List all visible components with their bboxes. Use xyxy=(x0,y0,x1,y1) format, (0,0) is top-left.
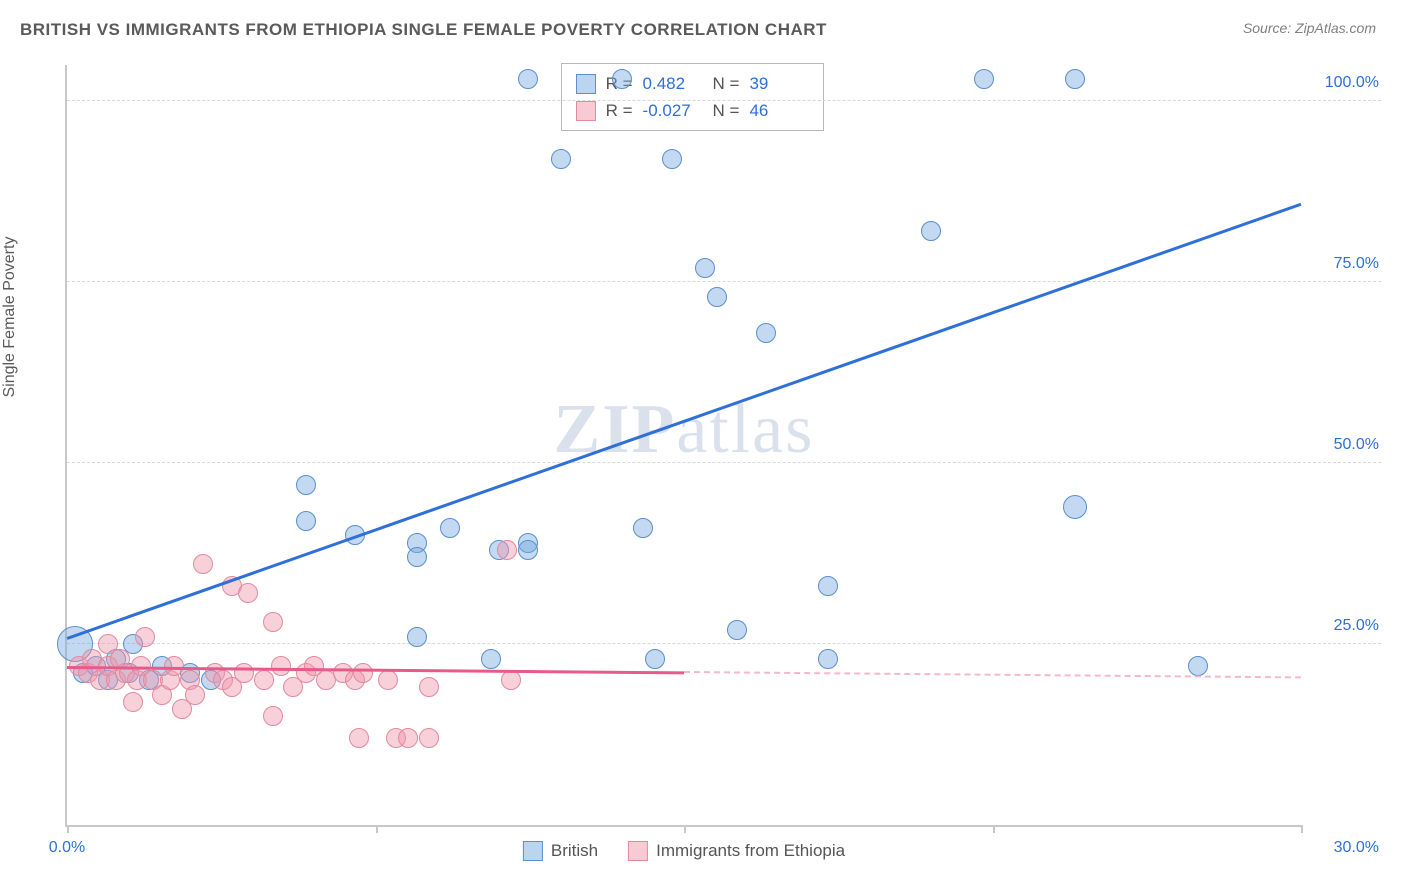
data-point xyxy=(921,221,941,241)
legend-swatch xyxy=(628,841,648,861)
chart-container: Single Female Poverty ZIPatlas R =0.482N… xyxy=(20,55,1386,882)
plot-area: ZIPatlas R =0.482N =39R =-0.027N =46 Bri… xyxy=(65,65,1301,827)
data-point xyxy=(974,69,994,89)
x-tick-mark xyxy=(684,825,686,833)
data-point xyxy=(349,728,369,748)
data-point xyxy=(419,728,439,748)
data-point xyxy=(398,728,418,748)
data-point xyxy=(497,540,517,560)
data-point xyxy=(123,692,143,712)
data-point xyxy=(263,612,283,632)
data-point xyxy=(518,69,538,89)
data-point xyxy=(662,149,682,169)
data-point xyxy=(407,547,427,567)
data-point xyxy=(254,670,274,690)
data-point xyxy=(263,706,283,726)
gridline xyxy=(67,100,1381,101)
watermark: ZIPatlas xyxy=(554,390,815,470)
data-point xyxy=(501,670,521,690)
stats-legend-box: R = 0.482 N = 39R = -0.027 N = 46 xyxy=(561,63,825,131)
stat-row: R = -0.027 N = 46 xyxy=(576,97,810,124)
data-point xyxy=(707,287,727,307)
y-axis-label: Single Female Poverty xyxy=(1,236,19,397)
data-point xyxy=(1065,69,1085,89)
legend-item: Immigrants from Ethiopia xyxy=(628,841,845,861)
data-point xyxy=(234,663,254,683)
data-point xyxy=(551,149,571,169)
data-point xyxy=(481,649,501,669)
legend-label: Immigrants from Ethiopia xyxy=(656,841,845,861)
data-point xyxy=(756,323,776,343)
data-point xyxy=(296,511,316,531)
y-tick-label: 100.0% xyxy=(1325,74,1379,92)
data-point xyxy=(518,540,538,560)
data-point xyxy=(378,670,398,690)
data-point xyxy=(296,475,316,495)
x-tick-mark xyxy=(1301,825,1303,833)
data-point xyxy=(185,685,205,705)
data-point xyxy=(440,518,460,538)
gridline xyxy=(67,643,1381,644)
y-tick-label: 75.0% xyxy=(1334,255,1379,273)
data-point xyxy=(1063,495,1087,519)
data-point xyxy=(271,656,291,676)
data-point xyxy=(164,656,184,676)
data-point xyxy=(419,677,439,697)
legend-item: British xyxy=(523,841,598,861)
x-tick-mark xyxy=(67,825,69,833)
chart-title: BRITISH VS IMMIGRANTS FROM ETHIOPIA SING… xyxy=(20,20,827,40)
x-tick-label: 30.0% xyxy=(1334,839,1379,857)
data-point xyxy=(695,258,715,278)
stat-r-value: 0.482 xyxy=(643,70,703,97)
data-point xyxy=(633,518,653,538)
stat-n-label: N = xyxy=(713,97,740,124)
data-point xyxy=(135,627,155,647)
legend-swatch xyxy=(576,101,596,121)
stat-n-value: 46 xyxy=(749,97,809,124)
data-point xyxy=(353,663,373,683)
regression-line xyxy=(684,671,1301,678)
stat-r-label: R = xyxy=(606,97,633,124)
y-tick-label: 25.0% xyxy=(1334,617,1379,635)
data-point xyxy=(1188,656,1208,676)
source-label: Source: ZipAtlas.com xyxy=(1243,20,1376,36)
stat-n-label: N = xyxy=(713,70,740,97)
stat-r-value: -0.027 xyxy=(643,97,703,124)
stat-row: R =0.482N =39 xyxy=(576,70,810,97)
legend-label: British xyxy=(551,841,598,861)
data-point xyxy=(407,627,427,647)
data-point xyxy=(645,649,665,669)
x-tick-mark xyxy=(376,825,378,833)
data-point xyxy=(818,649,838,669)
data-point xyxy=(818,576,838,596)
y-tick-label: 50.0% xyxy=(1334,436,1379,454)
gridline xyxy=(67,281,1381,282)
data-point xyxy=(727,620,747,640)
x-tick-mark xyxy=(993,825,995,833)
x-tick-label: 0.0% xyxy=(49,839,85,857)
regression-line xyxy=(67,203,1302,640)
data-point xyxy=(612,69,632,89)
data-point xyxy=(238,583,258,603)
stat-n-value: 39 xyxy=(749,70,809,97)
legend-swatch xyxy=(523,841,543,861)
bottom-legend: British Immigrants from Ethiopia xyxy=(523,841,845,861)
legend-swatch xyxy=(576,74,596,94)
data-point xyxy=(193,554,213,574)
gridline xyxy=(67,462,1381,463)
